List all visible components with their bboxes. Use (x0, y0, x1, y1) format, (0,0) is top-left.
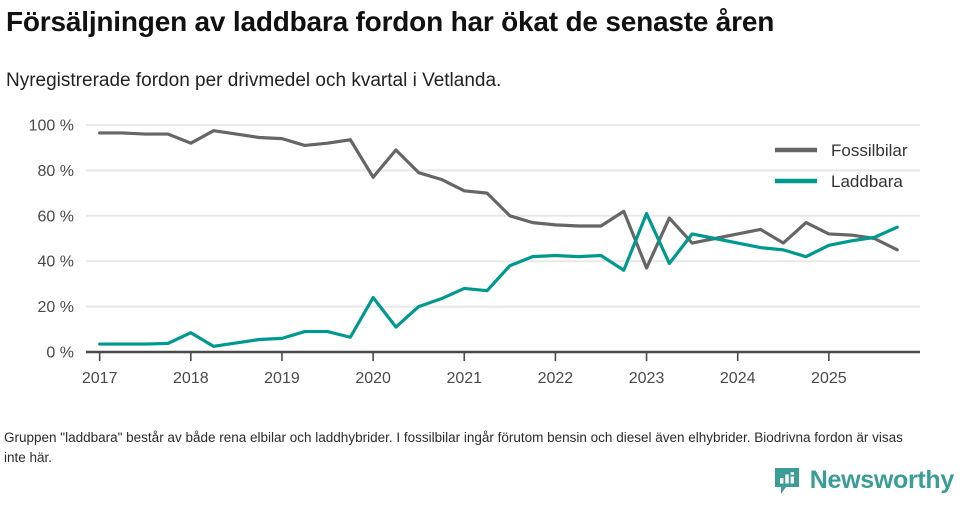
x-axis-tick-label: 2017 (82, 370, 118, 387)
x-axis-tick-label: 2024 (720, 370, 756, 387)
chart-subtitle: Nyregistrerade fordon per drivmedel och … (6, 70, 502, 91)
gridlines-group (86, 124, 920, 308)
series-line-laddbara (98, 211, 899, 348)
y-axis-tick-label: 80 % (38, 163, 74, 180)
brand-logo: Newsworthy (772, 463, 954, 497)
y-axis-tick-label: 0 % (46, 345, 74, 362)
series-line-fossilbilar (98, 129, 899, 270)
x-axis-tick-label: 2019 (264, 370, 300, 387)
x-axis-tick-labels: 2017 2018 2019 2020 2021 2022 2023 2024 2025 (82, 370, 847, 387)
x-axis-tick-label: 2018 (173, 370, 209, 387)
legend-label: Fossilbilar (831, 141, 908, 160)
chart-footnote: Gruppen "laddbara" består av både rena e… (4, 430, 903, 465)
y-axis-tick-label: 40 % (38, 254, 74, 271)
x-axis-tick-label: 2021 (446, 370, 482, 387)
line-chart-svg: 0 % 20 % 40 % 60 % 80 % 100 % 2017 2018 2019 202… (29, 118, 920, 387)
x-axis-tick-label: 2023 (629, 370, 665, 387)
y-axis-tick-label: 20 % (38, 299, 74, 316)
brand-name: Newsworthy (809, 465, 955, 494)
data-series-group (98, 129, 899, 348)
x-axis-tick-label: 2025 (811, 370, 847, 387)
x-axis-ticks-group (98, 352, 830, 361)
chart-legend: Fossilbilar Laddbara (775, 141, 908, 191)
bar-chart-speech-bubble-icon (774, 468, 799, 494)
x-axis-tick-label: 2020 (355, 370, 391, 387)
legend-label: Laddbara (831, 172, 903, 191)
y-axis-tick-label: 100 % (29, 118, 74, 135)
page-title: Försäljningen av laddbara fordon har öka… (6, 6, 775, 37)
y-axis-tick-label: 60 % (38, 208, 74, 225)
x-axis-tick-label: 2022 (538, 370, 574, 387)
y-axis-tick-labels: 0 % 20 % 40 % 60 % 80 % 100 % (29, 118, 74, 362)
chart-plot-area: 0 % 20 % 40 % 60 % 80 % 100 % 2017 2018 2019 202… (0, 108, 960, 393)
